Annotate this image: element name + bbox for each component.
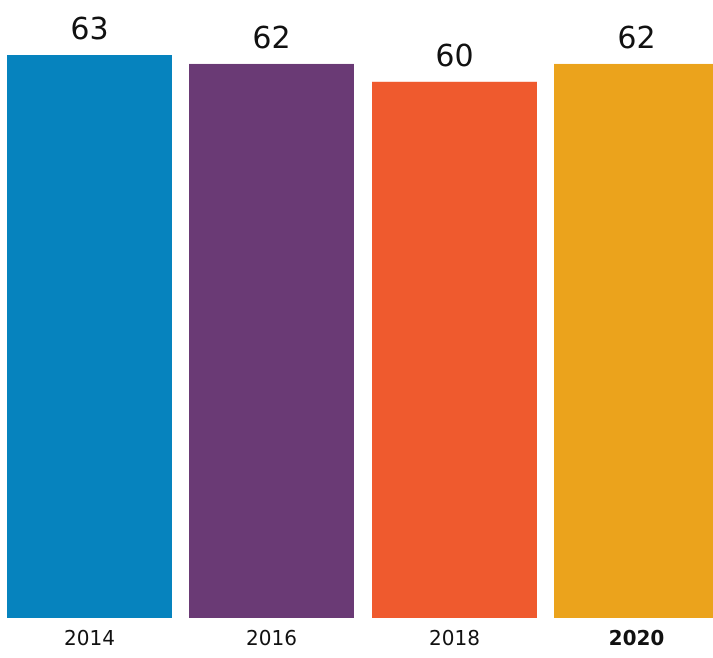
value-label-2014: 63 xyxy=(70,12,108,47)
bars-group xyxy=(7,55,713,619)
bar-2018 xyxy=(372,81,537,619)
value-label-2020: 62 xyxy=(617,21,655,56)
category-label-2018: 2018 xyxy=(429,626,480,650)
category-label-2014: 2014 xyxy=(64,626,115,650)
category-label-2016: 2016 xyxy=(246,626,297,650)
bar-2020 xyxy=(554,63,713,618)
bar-2016 xyxy=(189,63,354,618)
value-labels-group: 63 62 60 62 xyxy=(70,12,655,74)
bar-2014 xyxy=(7,55,172,618)
category-label-2020: 2020 xyxy=(609,626,665,650)
value-label-2016: 62 xyxy=(252,21,290,56)
value-label-2018: 60 xyxy=(435,39,473,74)
category-labels-group: 2014 2016 2018 2020 xyxy=(64,626,664,650)
